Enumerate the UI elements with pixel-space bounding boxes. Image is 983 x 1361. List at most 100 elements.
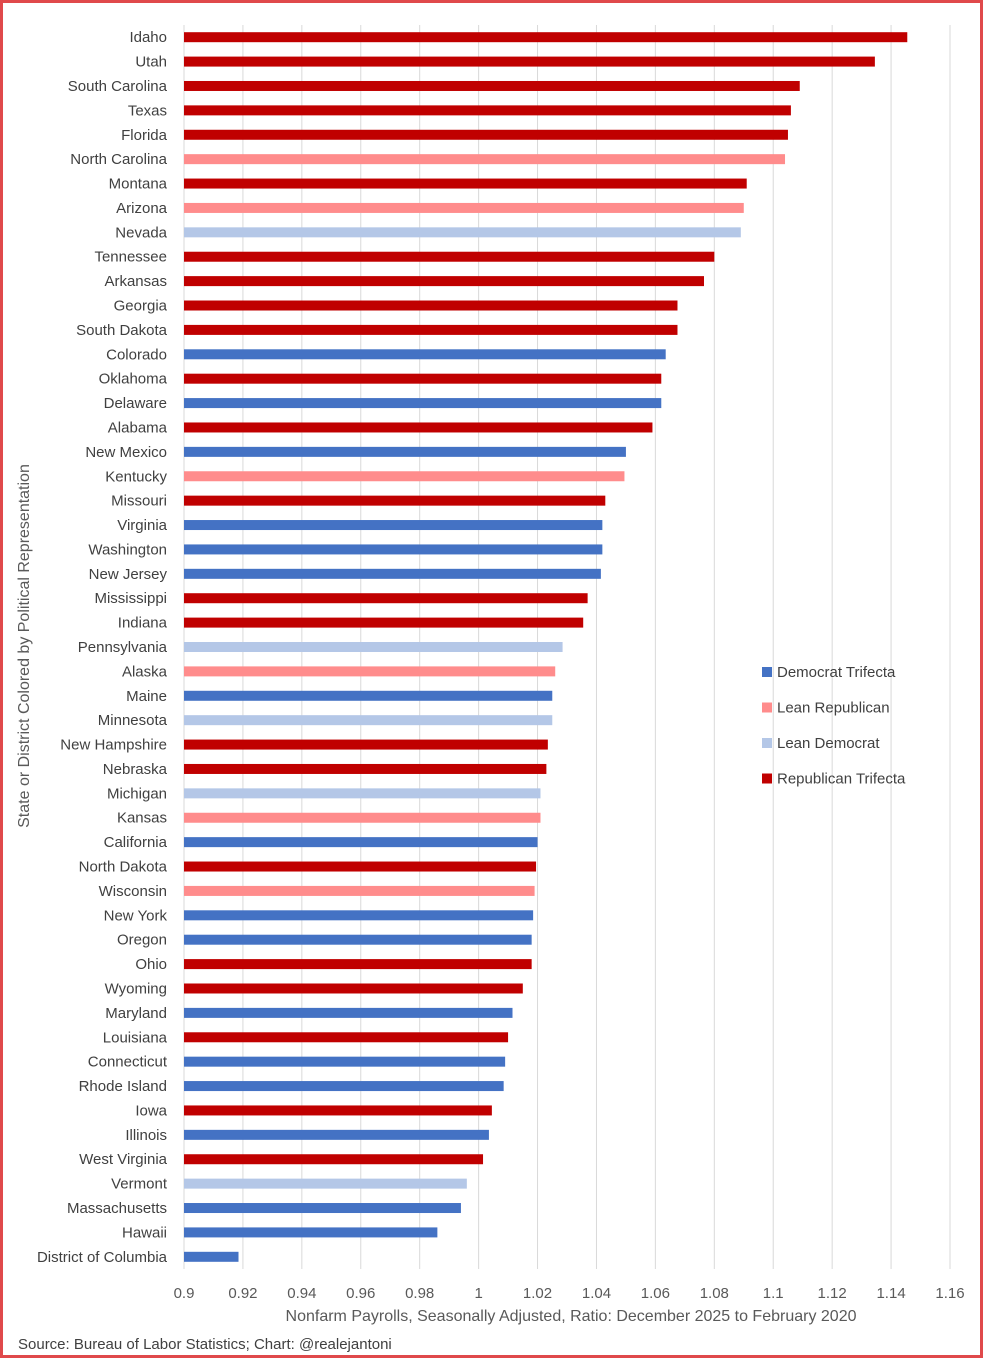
category-label: Alabama bbox=[108, 419, 168, 436]
category-label: South Dakota bbox=[76, 322, 168, 339]
x-tick-labels: 0.9 0.92 0.94 0.96 0.98 1 1.02 1.04 1.06 1.08 1.1 1… bbox=[174, 1285, 965, 1302]
bar-vermont bbox=[184, 1178, 467, 1189]
bars bbox=[184, 32, 908, 1262]
legend-swatch-ldem bbox=[762, 738, 772, 748]
bar-idaho bbox=[184, 32, 908, 43]
x-tick-label: 1.08 bbox=[700, 1285, 729, 1302]
bar-mississippi bbox=[184, 593, 588, 604]
bar-west-virginia bbox=[184, 1154, 484, 1165]
legend-swatch-lrep bbox=[762, 702, 772, 713]
category-label: Iowa bbox=[135, 1102, 167, 1119]
legend-label: Lean Republican bbox=[777, 700, 890, 717]
category-label: Utah bbox=[135, 54, 167, 71]
bar-rhode-island bbox=[184, 1081, 504, 1092]
bar-maine bbox=[184, 690, 553, 701]
bar-pennsylvania bbox=[184, 642, 563, 652]
category-label: Colorado bbox=[106, 346, 167, 363]
category-label: California bbox=[104, 834, 168, 851]
bar-nevada bbox=[184, 227, 741, 238]
x-tick-label: 1 bbox=[474, 1285, 482, 1302]
x-tick-label: 0.92 bbox=[228, 1285, 257, 1302]
bar-north-carolina bbox=[184, 154, 786, 165]
bar-alabama bbox=[184, 422, 653, 433]
bar-chart: Idaho Utah South Carolina Texas Florida North… bbox=[16, 25, 965, 1353]
legend: Democrat Trifecta Lean Republican Lean Dem… bbox=[762, 664, 906, 788]
bar-oregon bbox=[184, 934, 532, 945]
bar-new-hampshire bbox=[184, 739, 548, 750]
category-label: Kentucky bbox=[105, 468, 167, 485]
x-tick-label: 1.14 bbox=[876, 1285, 905, 1302]
bar-wyoming bbox=[184, 983, 523, 994]
bar-virginia bbox=[184, 520, 603, 531]
category-label: North Dakota bbox=[79, 859, 168, 876]
legend-label: Democrat Trifecta bbox=[777, 664, 896, 681]
category-label: North Carolina bbox=[70, 151, 167, 168]
legend-label: Lean Democrat bbox=[777, 735, 880, 752]
category-labels: Idaho Utah South Carolina Texas Florida North… bbox=[37, 29, 168, 1266]
x-tick-label: 0.98 bbox=[405, 1285, 434, 1302]
category-label: Wisconsin bbox=[99, 883, 167, 900]
bar-kentucky bbox=[184, 471, 625, 482]
category-label: Montana bbox=[109, 176, 168, 193]
bar-iowa bbox=[184, 1105, 492, 1116]
category-label: Missouri bbox=[111, 493, 167, 510]
bar-north-dakota bbox=[184, 861, 537, 872]
bar-south-dakota bbox=[184, 324, 678, 335]
category-label: Louisiana bbox=[103, 1029, 168, 1046]
bar-wisconsin bbox=[184, 885, 535, 896]
bar-colorado bbox=[184, 349, 666, 360]
bar-florida bbox=[184, 129, 788, 140]
bar-maryland bbox=[184, 1007, 513, 1018]
category-label: Florida bbox=[121, 127, 168, 144]
bar-oklahoma bbox=[184, 373, 662, 384]
category-label: Oregon bbox=[117, 932, 167, 949]
x-tick-label: 0.94 bbox=[287, 1285, 316, 1302]
bar-massachusetts bbox=[184, 1203, 461, 1214]
bar-hawaii bbox=[184, 1227, 438, 1238]
bar-georgia bbox=[184, 300, 678, 311]
category-label: Alaska bbox=[122, 663, 168, 680]
category-label: Virginia bbox=[117, 517, 167, 534]
category-label: Connecticut bbox=[88, 1054, 168, 1071]
category-label: Indiana bbox=[118, 615, 168, 632]
bar-kansas bbox=[184, 812, 541, 823]
bar-new-mexico bbox=[184, 446, 626, 457]
category-label: Rhode Island bbox=[79, 1078, 167, 1095]
y-axis-title: State or District Colored by Political R… bbox=[16, 464, 33, 828]
category-label: Oklahoma bbox=[99, 371, 168, 388]
category-label: Kansas bbox=[117, 810, 167, 827]
bar-connecticut bbox=[184, 1056, 506, 1067]
category-label: Hawaii bbox=[122, 1224, 167, 1241]
category-label: Nebraska bbox=[103, 761, 168, 778]
category-label: Arkansas bbox=[104, 273, 167, 290]
category-label: Nevada bbox=[115, 224, 167, 241]
category-label: Mississippi bbox=[94, 590, 167, 607]
x-tick-label: 1.12 bbox=[818, 1285, 847, 1302]
category-label: Idaho bbox=[129, 29, 167, 46]
bar-tennessee bbox=[184, 251, 715, 262]
bar-texas bbox=[184, 105, 791, 116]
category-label: Michigan bbox=[107, 785, 167, 802]
x-tick-label: 0.96 bbox=[346, 1285, 375, 1302]
category-label: Texas bbox=[128, 102, 167, 119]
bar-arkansas bbox=[184, 276, 704, 287]
category-label: New Mexico bbox=[85, 444, 167, 461]
x-tick-label: 1.16 bbox=[935, 1285, 964, 1302]
legend-label: Republican Trifecta bbox=[777, 771, 906, 788]
x-axis-title: Nonfarm Payrolls, Seasonally Adjusted, R… bbox=[286, 1308, 857, 1325]
legend-swatch-dem bbox=[762, 667, 772, 677]
bar-south-carolina bbox=[184, 80, 800, 91]
source-note: Source: Bureau of Labor Statistics; Char… bbox=[18, 1336, 392, 1353]
category-label: Massachusetts bbox=[67, 1200, 167, 1217]
bar-ohio bbox=[184, 959, 532, 970]
bar-delaware bbox=[184, 398, 662, 409]
category-label: Illinois bbox=[125, 1127, 167, 1144]
bar-missouri bbox=[184, 495, 606, 506]
category-label: Pennsylvania bbox=[78, 639, 168, 656]
bar-washington bbox=[184, 544, 603, 555]
category-label: Ohio bbox=[135, 956, 167, 973]
category-label: West Virginia bbox=[79, 1151, 167, 1168]
x-tick-label: 1.1 bbox=[763, 1285, 784, 1302]
bar-alaska bbox=[184, 666, 556, 677]
